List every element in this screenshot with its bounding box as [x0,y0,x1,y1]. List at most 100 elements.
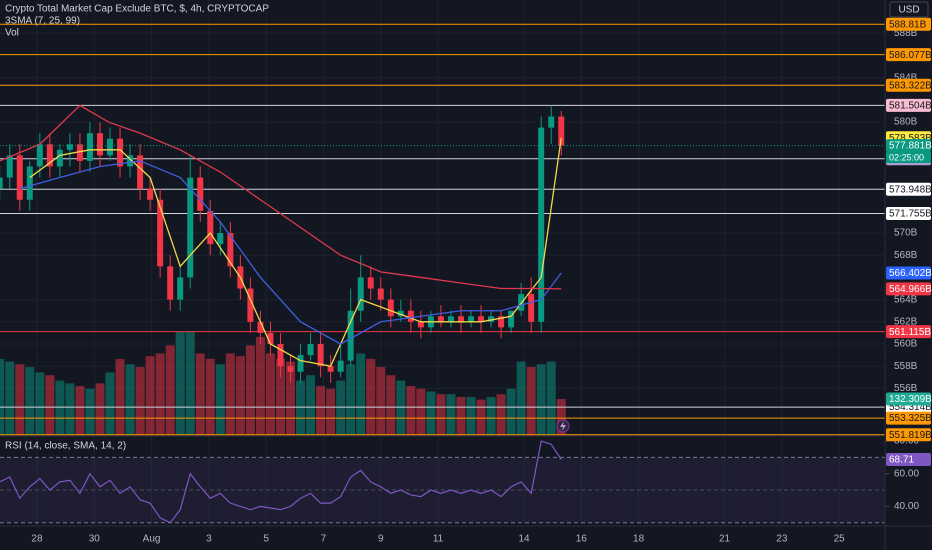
ma-legend: 3SMA (7, 25, 99) [5,16,80,27]
currency[interactable]: USD [898,5,919,16]
volume-bar [356,353,366,435]
candle-body [538,127,545,322]
price-label: 573.948B [889,184,932,195]
candle-body [387,299,394,317]
y-tick-label: 560B [894,339,918,350]
price-label: 564.966B [889,284,932,295]
volume-bar [426,391,436,435]
ma-layer [0,104,885,367]
price-label: 566.402B [889,268,932,279]
volume-bar [235,356,245,435]
volume-bar [85,388,95,435]
volume-bar [75,386,85,435]
price-label: 581.504B [889,101,932,112]
x-tick-label: 21 [719,534,731,545]
volume-bar [326,388,336,435]
volume-bar [466,396,476,435]
candle-body [187,177,194,278]
price-label: 578.583B [889,133,932,144]
currency-box[interactable] [889,1,929,18]
volume-bar [506,388,516,435]
x-tick-label: 14 [518,534,530,545]
volume-bar [536,364,546,435]
y-tick-label: 584B [894,72,918,83]
volume-bar [286,361,296,435]
volume-bar [215,364,225,435]
moving-average [0,104,562,290]
grid [0,0,885,525]
candle-body [46,144,53,167]
candle-body [558,116,565,146]
y-tick-label: 570B [894,228,918,239]
volume-bar [25,367,35,435]
y-tick-label: 588B [894,28,918,39]
volume-bar [35,372,45,435]
volume-layer [0,331,566,435]
volume-bar [456,396,466,435]
volume-bar [245,345,255,435]
price-label-box [886,411,931,425]
candle-body [127,155,134,167]
candle-body [257,321,264,333]
price-label: 551.819B [889,430,932,441]
volume-bar [105,372,115,435]
candle-body [357,277,364,311]
price-label-box [886,17,931,31]
volume-bar [546,361,556,435]
candle-body [76,144,83,161]
rsi-legend: RSI (14, close, SMA, 14, 2) [5,441,126,452]
candle-body [528,294,535,322]
candle-body [227,233,234,267]
x-tick-label: 9 [378,534,384,545]
candle-body [117,138,124,167]
volume-bar [296,380,306,435]
candle-body [307,344,314,356]
moving-average [29,137,562,367]
volume-bar [185,331,195,435]
candle-body [36,144,43,167]
volume-bar [55,380,65,435]
price-label: 68.71 [889,455,914,466]
chart-title: Crypto Total Market Cap Exclude BTC, $, … [5,4,269,15]
volume-bar [396,380,406,435]
moving-average [19,160,562,345]
volume-bar [336,380,346,435]
candle-body [0,177,3,189]
price-label: 554.314B [889,402,932,413]
price-label-box [886,325,931,339]
candle-body [157,199,164,267]
rsi-tick-label: 60.00 [894,468,919,479]
candle-body [457,316,464,322]
volume-bar [175,331,185,435]
price-label-box [886,428,931,442]
x-tick-label: 5 [263,534,269,545]
candle-body [347,310,354,361]
rsi-tick-label: 40.00 [894,501,919,512]
candle-body [488,316,495,322]
price-label-box [886,182,931,196]
candles-layer [0,105,565,383]
volume-bar [306,375,316,435]
candle-body [107,138,114,156]
x-tick-label: 30 [89,534,101,545]
candle-body [317,344,324,367]
volume-bar [446,394,456,435]
candle-body [397,310,404,317]
volume-bar [486,396,496,435]
x-tick-label: Aug [143,534,161,545]
volume-bar [255,337,265,435]
x-tick-label: 28 [31,534,43,545]
candle-body [407,310,414,322]
rsi-layer [0,440,885,524]
candle-body [548,116,555,128]
candle-body [367,277,374,289]
price-label: 583.322B [889,80,932,91]
candle-body [478,316,485,322]
levels-layer [0,23,885,436]
price-label: 561.115B [889,327,931,338]
candle-body [337,360,344,372]
volume-bar [406,386,416,435]
volume-bar [15,364,25,435]
volume-bar [195,353,205,435]
